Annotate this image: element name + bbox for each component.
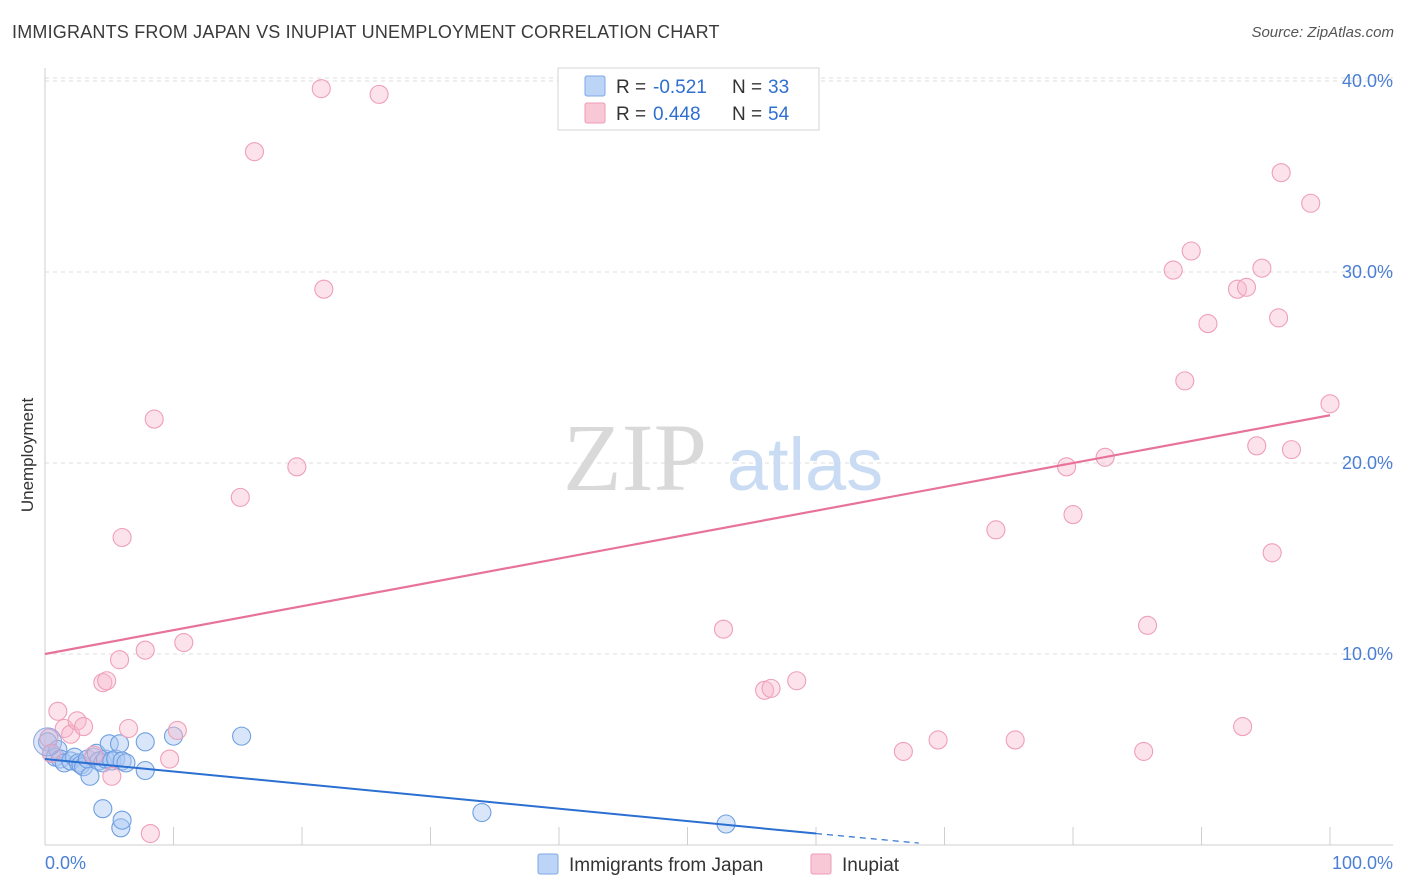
inupiat-point (1057, 457, 1077, 477)
inupiat-point (140, 823, 160, 844)
legend-n-label-2: N = (732, 104, 762, 125)
chart-title: IMMIGRANTS FROM JAPAN VS INUPIAT UNEMPLO… (12, 22, 720, 42)
japan-point (116, 753, 136, 773)
japan-point (135, 732, 155, 752)
japan-point (135, 760, 155, 781)
inupiat-point (1301, 193, 1321, 213)
inupiat-point (287, 457, 307, 477)
inupiat-point (1281, 440, 1301, 460)
japan-trend-line (44, 758, 817, 835)
bottom-legend-swatch-japan (537, 853, 559, 875)
japan-point (111, 818, 131, 838)
y-tick-label: 10.0% (1342, 644, 1393, 664)
japan-point (54, 753, 74, 773)
inupiat-point (1134, 741, 1154, 761)
trend-lines (44, 414, 1331, 844)
inupiat-point (118, 718, 139, 739)
bottom-legend-label-japan: Immigrants from Japan (569, 855, 763, 876)
japan-point (163, 726, 184, 746)
inupiat-point (39, 728, 59, 748)
inupiat-point (713, 619, 734, 639)
inupiat-point (314, 279, 334, 299)
source-credit: Source: ZipAtlas.com (1251, 24, 1394, 41)
inupiat-point (112, 527, 132, 548)
legend-r-label-2: R = (616, 104, 646, 125)
japan-point (112, 810, 132, 830)
inupiat-point (1262, 543, 1282, 563)
inupiat-point (369, 84, 389, 104)
inupiat-point (1005, 730, 1025, 750)
x-tick-label-end: 100.0% (1332, 853, 1393, 873)
y-tick-label: 30.0% (1342, 262, 1393, 282)
inupiat-point (1247, 436, 1267, 456)
axes (44, 68, 1393, 846)
legend-swatch-inupiat (584, 102, 606, 124)
y-tick-label: 40.0% (1342, 71, 1393, 91)
inupiat-point (1137, 615, 1158, 635)
inupiat-point (311, 79, 331, 99)
inupiat-point (84, 745, 104, 765)
bottom-legend-label-inupiat: Inupiat (842, 855, 900, 876)
inupiat-trend-line (44, 414, 1331, 656)
inupiat-point (1198, 314, 1218, 334)
inupiat-point (1063, 505, 1083, 525)
y-tick-label: 20.0% (1342, 453, 1393, 473)
inupiat-point (1252, 258, 1272, 278)
inupiat-point (48, 701, 68, 721)
inupiat-point (74, 717, 94, 737)
japan-point (93, 799, 113, 819)
x-tick-label-start: 0.0% (45, 853, 86, 873)
inupiat-point (1320, 394, 1340, 414)
y-axis-label: Unemployment (18, 397, 37, 513)
bottom-legend-swatch-inupiat (810, 853, 832, 875)
inupiat-point (893, 741, 913, 761)
inupiat-point (1269, 308, 1289, 328)
inupiat-point (1271, 163, 1291, 183)
inupiat-point (1163, 260, 1183, 280)
inupiat-point (41, 743, 61, 763)
inupiat-point (1175, 371, 1195, 391)
bottom-legend: Immigrants from Japan Inupiat (537, 853, 900, 876)
japan-point (472, 802, 492, 823)
inupiat-point (1236, 277, 1257, 297)
inupiat-point (135, 640, 155, 660)
inupiat-point (160, 749, 180, 769)
japan-cluster-point (33, 727, 63, 757)
inupiat-point (761, 678, 781, 698)
legend-box: R = -0.521 N = 33 R = 0.448 N = 54 (557, 67, 820, 131)
legend-r-label-1: R = (616, 77, 646, 98)
japan-point (232, 726, 252, 746)
inupiat-point (787, 671, 807, 691)
japan-trend-extension (815, 832, 919, 844)
data-points (33, 79, 1340, 844)
inupiat-point (102, 766, 122, 786)
inupiat-point (144, 409, 164, 429)
japan-point (80, 766, 100, 786)
legend-r-value-2: 0.448 (653, 104, 701, 125)
inupiat-point (109, 650, 130, 670)
watermark-atlas: atlas (727, 423, 883, 506)
inupiat-point (755, 680, 775, 700)
inupiat-point (1181, 241, 1201, 261)
legend-n-label-1: N = (732, 77, 762, 98)
inupiat-point (174, 632, 194, 653)
inupiat-point (244, 142, 265, 162)
inupiat-point (928, 730, 948, 750)
inupiat-point (97, 671, 117, 691)
legend-n-value-2: 54 (768, 104, 790, 125)
inupiat-point (167, 720, 187, 740)
watermark-zip: ZIP (563, 404, 707, 511)
inupiat-point (230, 487, 250, 507)
legend-r-value-1: -0.521 (653, 77, 707, 98)
inupiat-point (986, 520, 1006, 540)
inupiat-point (1233, 717, 1253, 737)
legend-n-value-1: 33 (768, 77, 789, 98)
gridlines (45, 77, 1393, 655)
legend-swatch-japan (584, 75, 606, 97)
tick-labels: 10.0% 20.0% 30.0% 40.0% 0.0% 100.0% (45, 71, 1393, 873)
